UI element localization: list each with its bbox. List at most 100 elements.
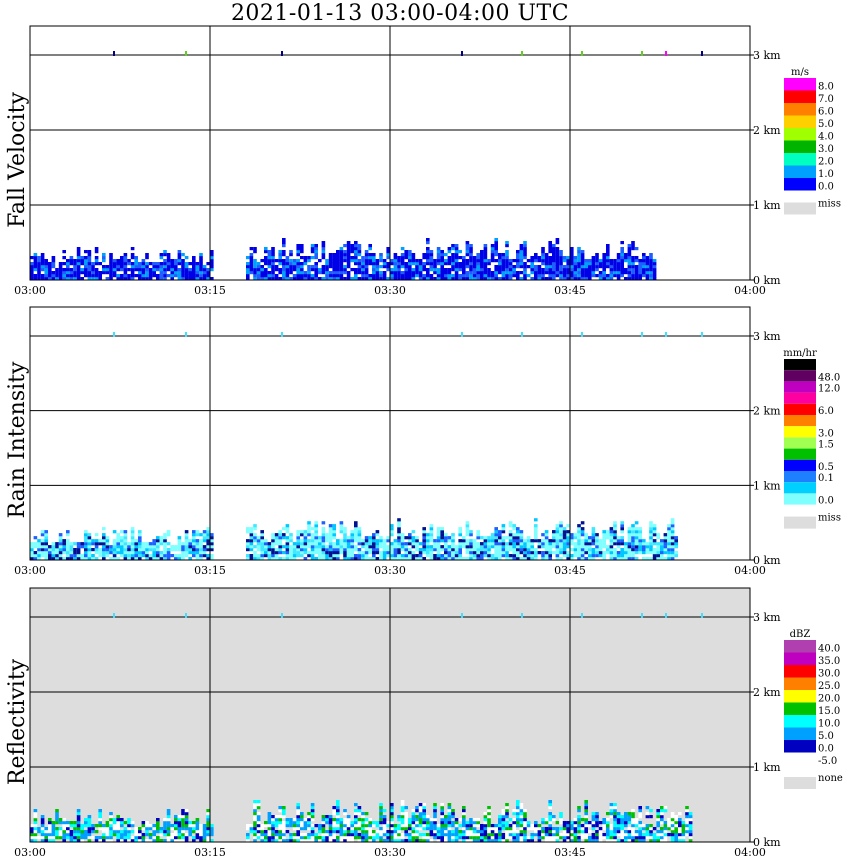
echo-cell [177,256,182,260]
echo-cell [372,824,376,828]
echo-cell [76,256,81,260]
echo-cell [649,833,653,837]
echo-cell [156,818,160,822]
echo-cell [134,256,138,260]
echo-cell [505,803,509,807]
echo-cell [408,262,412,266]
echo-cell [177,271,182,275]
echo-cell [613,530,617,534]
echo-cell [476,259,480,263]
echo-cell [321,827,326,831]
echo-cell [649,256,653,260]
echo-cell [688,821,693,825]
echo-cell [332,551,336,555]
echo-cell [159,262,164,266]
echo-cell [372,274,376,278]
echo-cell [310,548,315,552]
echo-cell [454,250,459,254]
echo-cell [87,262,92,266]
echo-cell [339,521,344,525]
echo-cell [433,539,437,543]
echo-cell [541,271,545,275]
echo-cell [328,839,333,843]
echo-cell [318,551,322,555]
echo-cell [523,827,527,831]
echo-cell [105,830,110,834]
echo-cell [40,277,45,281]
echo-cell [447,268,452,272]
echo-cell [616,551,621,555]
echo-cell [130,253,135,257]
echo-cell [343,253,347,257]
echo-cell [429,833,434,837]
echo-cell [102,554,106,558]
x-tick-label: 03:15 [194,284,226,297]
echo-cell [354,259,358,263]
echo-cell [130,839,135,843]
echo-cell [152,545,156,549]
echo-cell [537,277,542,281]
echo-cell [332,833,336,837]
echo-cell [195,277,200,281]
echo-cell [519,542,524,546]
echo-cell [606,821,610,825]
echo-cell [638,274,642,278]
echo-cell [285,527,290,531]
echo-cell [51,824,56,828]
echo-cell [307,521,311,525]
echo-cell [278,824,282,828]
echo-cell [210,262,214,266]
echo-cell [447,247,452,251]
echo-cell [512,839,516,843]
echo-cell [408,539,412,543]
echo-cell [368,827,372,831]
echo-cell [638,533,642,537]
echo-cell [364,551,369,555]
echo-cell [552,836,556,840]
echo-cell [400,277,405,281]
echo-cell [494,238,498,242]
echo-cell [537,827,542,831]
echo-cell [397,545,401,549]
echo-cell [580,533,585,537]
x-tick-label: 04:00 [734,846,766,859]
echo-cell [94,542,99,546]
echo-cell [397,542,401,546]
echo-cell [685,821,689,825]
echo-cell [566,533,570,537]
echo-cell [490,827,495,831]
echo-cell [465,551,470,555]
echo-cell [634,271,639,275]
echo-cell [634,824,639,828]
echo-cell [274,830,279,834]
echo-cell [192,262,196,266]
echo-cell [577,533,581,537]
echo-cell [440,815,444,819]
echo-cell [436,253,441,257]
echo-cell [595,554,599,558]
echo-cell [588,277,592,281]
echo-cell [314,557,318,561]
echo-cell [55,557,59,561]
echo-cell [310,812,315,816]
echo-cell [170,824,174,828]
echo-cell [426,259,430,263]
echo-cell [530,557,534,561]
echo-cell [426,821,430,825]
colorbar-label: 2.0 [818,157,834,168]
echo-cell [339,262,344,266]
echo-cell [332,827,336,831]
echo-cell [321,557,326,561]
echo-cell [202,277,207,281]
echo-cell [411,830,416,834]
echo-cell [433,821,437,825]
echo-cell [534,830,538,834]
echo-cell [652,265,657,269]
echo-cell [148,268,153,272]
echo-cell [602,827,606,831]
echo-cell [444,824,448,828]
echo-cell [415,539,419,543]
echo-cell [134,827,138,831]
echo-cell [267,277,272,281]
echo-cell [390,557,394,561]
